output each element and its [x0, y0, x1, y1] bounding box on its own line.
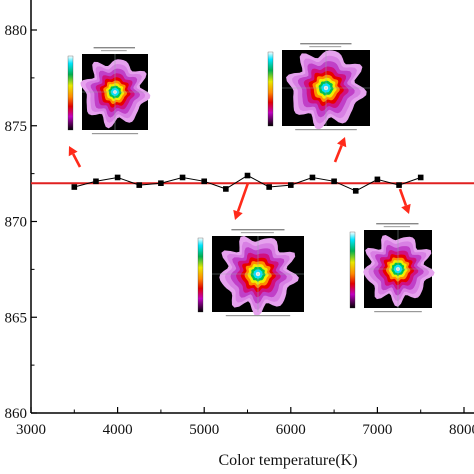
data-point	[309, 174, 316, 181]
arrow-head	[401, 203, 411, 214]
x-tick-label: 6000	[276, 422, 306, 438]
inset-title-line	[240, 232, 274, 234]
inset-axis-label	[225, 315, 291, 317]
data-point	[331, 178, 337, 185]
annotation-arrows	[68, 137, 411, 220]
data-point	[114, 174, 121, 181]
color-distribution-inset	[66, 46, 158, 142]
annotation-arrow	[233, 182, 250, 220]
x-tick-label: 8000	[449, 422, 474, 438]
arrow-head	[68, 146, 78, 157]
arrow-shaft	[398, 188, 408, 206]
data-point	[71, 184, 78, 190]
inset-images	[66, 42, 442, 324]
annotation-arrow	[333, 137, 347, 163]
tick-labels: 3000 4000 5000 6000 7000 8000 860 865 870 875 880	[5, 23, 474, 438]
inset-title-line	[309, 46, 342, 48]
inset-axis-label	[91, 133, 139, 135]
y-tick-label: 870	[5, 215, 28, 231]
arrow-shaft	[333, 144, 343, 163]
data-point	[266, 184, 272, 190]
annotation-arrow	[398, 188, 411, 214]
x-tick-label: 7000	[362, 422, 392, 438]
y-tick-label: 880	[5, 23, 28, 39]
color-distribution-inset	[266, 42, 380, 138]
data-point	[158, 180, 164, 186]
inset-axis-label	[295, 129, 357, 131]
data-point	[179, 174, 186, 181]
x-tick-label: 3000	[16, 422, 46, 438]
data-series	[71, 172, 424, 194]
y-tick-label: 875	[5, 119, 28, 135]
inset-title-line	[231, 229, 285, 231]
inset-title-line	[100, 50, 127, 52]
inset-title-line	[93, 47, 135, 49]
inset-axis-label	[374, 311, 422, 313]
x-tick-label: 4000	[103, 422, 133, 438]
inset-colorbar	[197, 237, 204, 313]
annotation-arrow	[68, 146, 82, 168]
data-point	[352, 188, 359, 194]
inset-title-line	[383, 226, 411, 228]
inset-colorbar	[267, 51, 274, 127]
inset-colorbar	[67, 55, 74, 131]
y-tick-label: 860	[5, 406, 28, 422]
data-point	[396, 182, 402, 188]
data-point	[93, 178, 99, 185]
x-axis-title: Color temperature(K)	[218, 452, 357, 469]
data-point	[374, 176, 381, 183]
arrow-shaft	[236, 182, 250, 212]
inset-title-line	[300, 43, 352, 45]
data-point	[201, 178, 207, 185]
data-point	[417, 174, 424, 181]
data-point	[288, 182, 294, 188]
arrow-shaft	[72, 153, 82, 168]
color-distribution-inset	[196, 228, 314, 324]
inset-colorbar	[349, 231, 356, 309]
arrow-head	[233, 209, 243, 220]
x-tick-label: 5000	[189, 422, 219, 438]
arrow-head	[337, 137, 347, 148]
y-tick-label: 865	[5, 310, 28, 326]
data-point	[223, 186, 229, 192]
inset-title-line	[376, 223, 419, 225]
color-distribution-inset	[348, 222, 442, 320]
axes	[30, 0, 474, 414]
data-point	[244, 172, 251, 179]
data-point	[136, 182, 143, 188]
